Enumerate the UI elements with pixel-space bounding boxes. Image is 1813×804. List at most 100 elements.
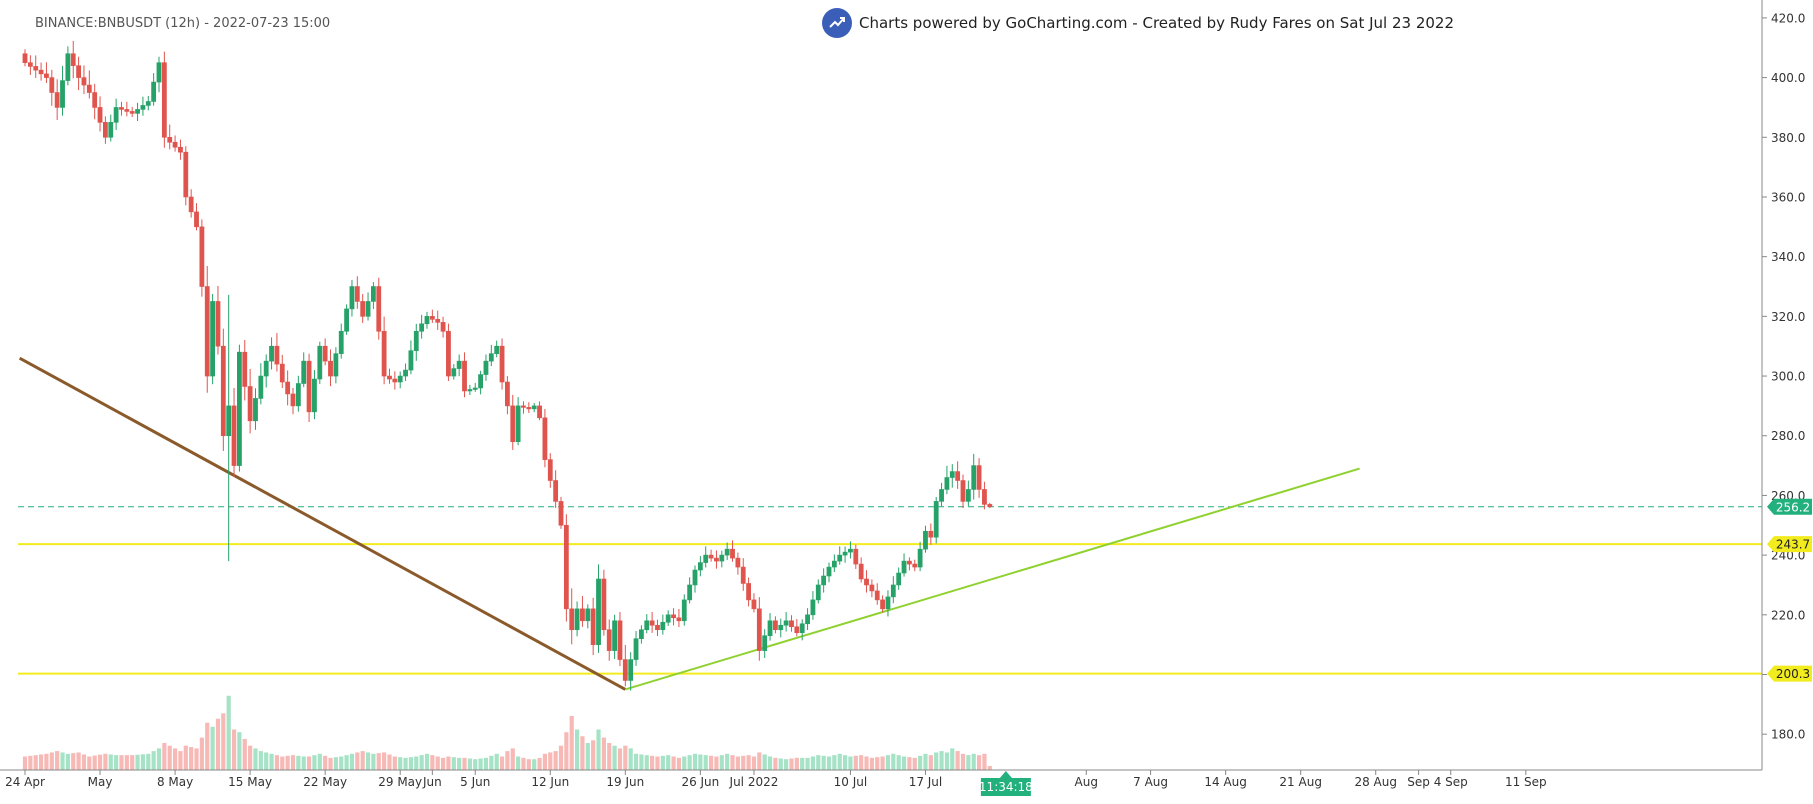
candle-body	[531, 405, 537, 410]
volume-bar	[901, 756, 907, 770]
x-tick-label: Jun	[422, 775, 442, 789]
candle-body	[483, 360, 489, 375]
volume-bar	[489, 755, 494, 770]
x-tick-label: 5 Jun	[460, 775, 490, 789]
y-tick-label: 280.0	[1771, 429, 1805, 443]
volume-bar	[269, 753, 274, 770]
volume-bar	[944, 752, 950, 770]
candle-body	[965, 489, 971, 502]
candle-body	[178, 146, 183, 153]
candle-body	[649, 620, 655, 626]
x-tick-label: 4 Sep	[1434, 775, 1468, 789]
candle-body	[220, 345, 226, 437]
volume-bar	[548, 752, 553, 770]
candle-body	[54, 92, 60, 108]
volume-bar	[859, 755, 864, 770]
candle-body	[730, 548, 735, 559]
downtrend-trendline	[18, 356, 627, 691]
candle-body	[344, 308, 349, 332]
volume-bar	[918, 755, 923, 770]
candle-body	[558, 501, 564, 526]
candle-body	[987, 504, 993, 508]
volume-bar	[526, 759, 531, 770]
candle-body	[526, 407, 532, 410]
volume-bar	[435, 756, 440, 770]
volume-bar	[730, 755, 735, 770]
volume-bar	[205, 722, 210, 770]
candle-body	[901, 560, 907, 574]
candle-body	[27, 62, 33, 67]
y-tick-label: 400.0	[1771, 71, 1805, 85]
volume-bar	[746, 755, 751, 770]
volume-bar	[687, 755, 692, 770]
volume-bar	[950, 748, 955, 770]
volume-bar	[885, 755, 891, 770]
volume-bar	[607, 743, 612, 770]
volume-bar	[553, 751, 558, 770]
volume-bar	[306, 756, 312, 770]
volume-bar	[585, 743, 590, 770]
volume-bar	[478, 758, 483, 770]
candle-body	[885, 596, 891, 610]
y-tick-label: 220.0	[1771, 608, 1805, 622]
candle-body	[789, 620, 794, 628]
volume-bar	[194, 748, 199, 770]
volume-bar	[360, 751, 365, 770]
gocharting-trend-icon	[822, 8, 852, 38]
volume-bar	[199, 737, 204, 770]
volume-bar	[837, 753, 842, 770]
volume-bar	[76, 752, 81, 770]
candle-body	[253, 398, 258, 422]
candle-body	[247, 386, 253, 422]
candle-body	[70, 53, 76, 66]
volume-bar	[907, 757, 912, 770]
candle-body	[751, 599, 757, 610]
volume-bar	[719, 755, 724, 770]
candle-body	[38, 69, 44, 75]
volume-bar	[55, 751, 60, 770]
candle-body	[306, 360, 312, 413]
volume-bar	[355, 752, 360, 770]
candle-body	[708, 554, 714, 559]
candle-body	[103, 122, 108, 138]
y-tick-label: 240.0	[1771, 549, 1805, 563]
candle-body	[22, 53, 28, 63]
y-tick-label: 300.0	[1771, 370, 1805, 384]
volume-bar	[237, 732, 242, 770]
candle-body	[772, 620, 778, 631]
candle-body	[896, 572, 902, 586]
x-tick-label: Aug	[1075, 775, 1098, 789]
candle-body	[563, 524, 569, 610]
candle-body	[274, 345, 280, 365]
volume-bar	[103, 753, 108, 770]
volume-bar	[971, 753, 976, 770]
candle-body	[172, 141, 178, 148]
volume-bar	[966, 755, 971, 770]
candle-body	[279, 363, 285, 383]
price-tag-label: 243.7	[1776, 538, 1810, 552]
candle-body	[451, 368, 457, 377]
trendlines	[18, 356, 1360, 691]
y-tick-label: 320.0	[1771, 310, 1805, 324]
volume-bar	[510, 748, 515, 770]
candle-body	[467, 389, 473, 392]
candle-body	[826, 566, 832, 577]
candle-body	[939, 489, 944, 502]
volume-bar	[483, 757, 489, 770]
volume-bar	[644, 755, 649, 770]
volume-bar	[939, 751, 944, 770]
credit-banner[interactable]: Charts powered by GoCharting.com - Creat…	[822, 8, 1454, 38]
candle-body	[810, 599, 816, 616]
candle-body	[419, 323, 425, 332]
y-tick-label: 340.0	[1771, 250, 1805, 264]
candle-body	[574, 608, 580, 631]
candle-body	[874, 590, 880, 601]
volume-bar	[757, 752, 762, 770]
volume-bar	[49, 752, 54, 770]
candle-body	[778, 624, 784, 631]
candle-body	[837, 554, 843, 562]
candle-body	[869, 584, 875, 592]
volume-bar	[296, 755, 301, 770]
volume-bar	[612, 745, 617, 770]
